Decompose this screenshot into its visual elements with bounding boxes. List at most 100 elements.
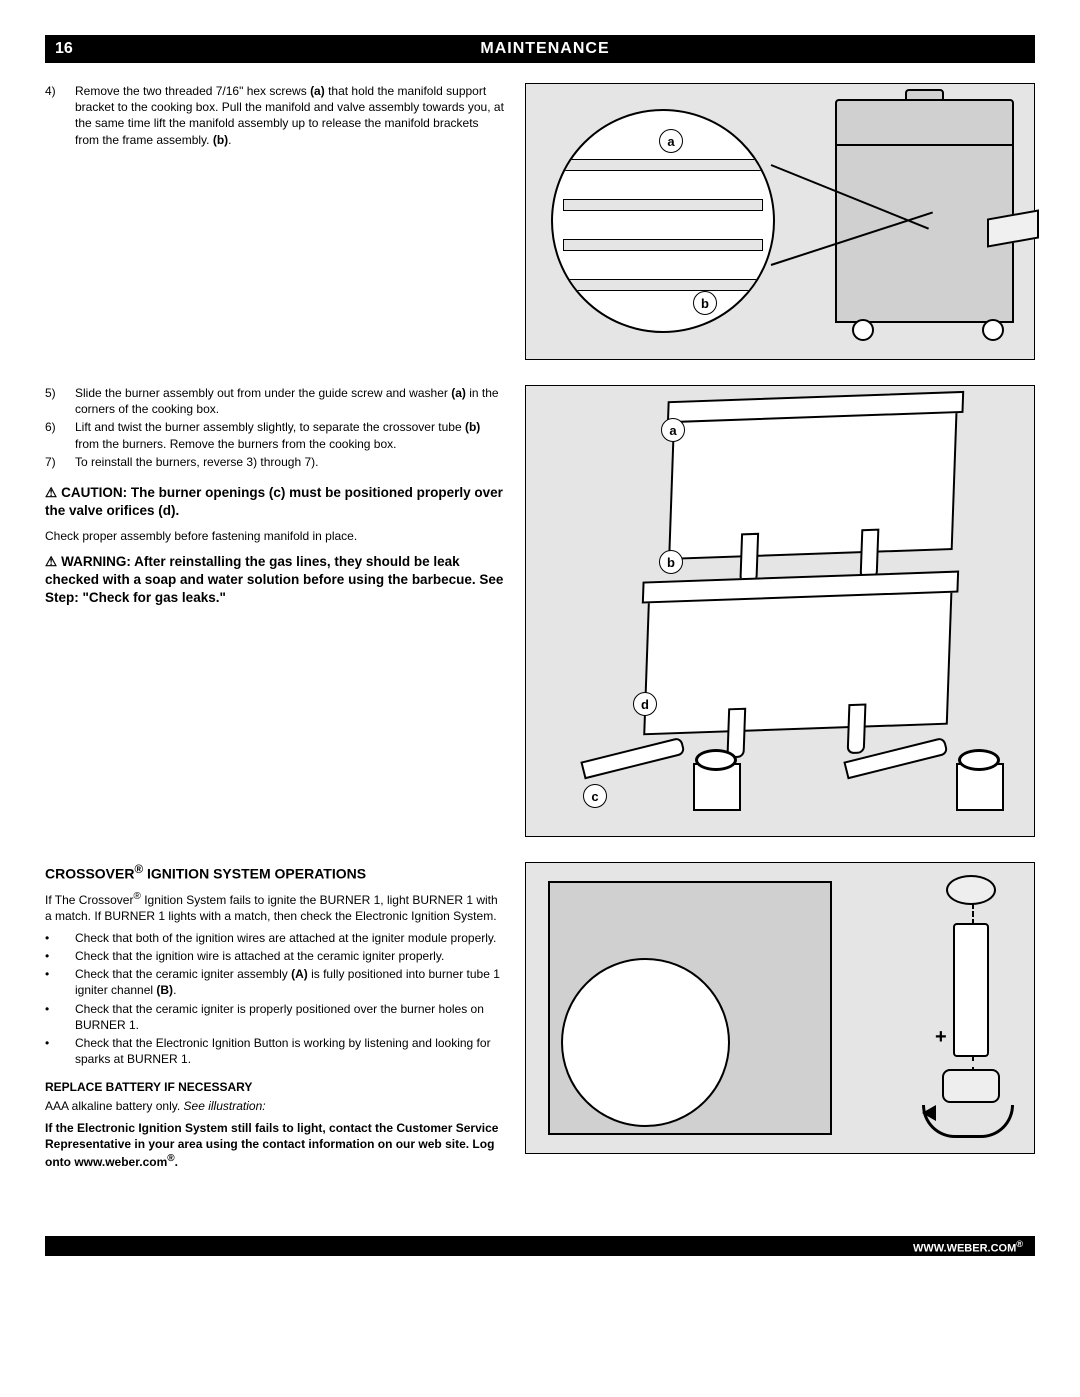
figure-col <box>525 862 1035 1176</box>
t: . <box>175 1155 178 1169</box>
orifice-detail-right <box>844 749 1014 811</box>
cookbox-lower <box>643 581 953 736</box>
burner-bar <box>563 239 763 251</box>
bullet-icon: • <box>45 1035 75 1067</box>
list-item: •Check that both of the ignition wires a… <box>45 930 505 946</box>
bullet-text: Check that the Electronic Ignition Butto… <box>75 1035 505 1067</box>
caster-icon <box>982 319 1004 341</box>
arrow-head-icon <box>922 1105 936 1121</box>
text-col: 5) Slide the burner assembly out from un… <box>45 385 505 837</box>
bullet-text: Check that the ignition wire is attached… <box>75 948 444 964</box>
burner-bar <box>563 199 763 211</box>
zoom-content <box>563 151 763 291</box>
step-num: 7) <box>45 454 75 470</box>
list-item: 5) Slide the burner assembly out from un… <box>45 385 505 417</box>
caster-icon <box>852 319 874 341</box>
t: WWW.WEBER.COM <box>913 1242 1016 1254</box>
callout-b: b <box>693 291 717 315</box>
cookbox-upper <box>668 401 958 560</box>
t: from the burners. Remove the burners fro… <box>75 437 397 451</box>
page-number: 16 <box>45 40 115 58</box>
bullet-list: •Check that both of the ignition wires a… <box>45 930 505 1068</box>
intro-text: If The Crossover® Ignition System fails … <box>45 890 505 924</box>
burner-tube-end <box>580 737 685 780</box>
text-col: 4) Remove the two threaded 7/16" hex scr… <box>45 83 505 360</box>
page: 16 MAINTENANCE 4) Remove the two threade… <box>0 0 1080 1286</box>
burner-tube <box>860 529 880 580</box>
caution-text: CAUTION: The burner openings (c) must be… <box>45 484 505 520</box>
callout-d: d <box>633 692 657 716</box>
battery-icon <box>953 923 989 1057</box>
burner-bar <box>563 279 763 291</box>
burner-tube <box>739 533 759 584</box>
step-text: To reinstall the burners, reverse 3) thr… <box>75 454 318 470</box>
reg-mark: ® <box>1016 1239 1023 1249</box>
burner-tube <box>847 704 867 755</box>
bullet-icon: • <box>45 966 75 998</box>
text-col: CROSSOVER® IGNITION SYSTEM OPERATIONS If… <box>45 862 505 1176</box>
t: Slide the burner assembly out from under… <box>75 386 451 400</box>
b: (a) <box>451 386 466 400</box>
bullet-text: Check that both of the ignition wires ar… <box>75 930 496 946</box>
step-text: Lift and twist the burner assembly sligh… <box>75 419 505 451</box>
battery-text: AAA alkaline battery only. See illustrat… <box>45 1098 505 1114</box>
step-num: 4) <box>45 83 75 148</box>
reg-mark: ® <box>134 863 143 876</box>
figure-burner-assembly: a b c d <box>525 385 1035 837</box>
t: . <box>228 133 231 147</box>
battery-cap-icon <box>946 875 996 905</box>
list-item: 4) Remove the two threaded 7/16" hex scr… <box>45 83 505 148</box>
step-num: 6) <box>45 419 75 451</box>
bullet-text: Check that the ceramic igniter is proper… <box>75 1001 505 1033</box>
orifice-detail-left <box>581 749 751 811</box>
b: (A) <box>291 967 308 981</box>
callout-a: a <box>659 129 683 153</box>
list-item: •Check that the Electronic Ignition Butt… <box>45 1035 505 1067</box>
section-steps5-7: 5) Slide the burner assembly out from un… <box>45 385 1035 837</box>
t: Lift and twist the burner assembly sligh… <box>75 420 465 434</box>
list-item: •Check that the ceramic igniter assembly… <box>45 966 505 998</box>
section-heading: CROSSOVER® IGNITION SYSTEM OPERATIONS <box>45 862 505 884</box>
bullet-icon: • <box>45 930 75 946</box>
t: If the Electronic Ignition System still … <box>45 1121 498 1169</box>
figure-grill-manifold: a b <box>525 83 1035 360</box>
valve-orifice <box>958 749 1000 771</box>
bullet-text: Check that the ceramic igniter assembly … <box>75 966 505 998</box>
motion-line <box>972 903 974 925</box>
callout-a: a <box>661 418 685 442</box>
list-item: 6) Lift and twist the burner assembly sl… <box>45 419 505 451</box>
step-list: 5) Slide the burner assembly out from un… <box>45 385 505 470</box>
t: Check that the ceramic igniter assembly <box>75 967 291 981</box>
reg-mark: ® <box>133 891 140 902</box>
list-item: •Check that the ignition wire is attache… <box>45 948 505 964</box>
header-title: MAINTENANCE <box>115 40 1035 58</box>
step-num: 5) <box>45 385 75 417</box>
bullet-icon: • <box>45 1001 75 1033</box>
t: Remove the two threaded 7/16" hex screws <box>75 84 310 98</box>
callout-b: b <box>659 550 683 574</box>
step-text: Remove the two threaded 7/16" hex screws… <box>75 83 505 148</box>
b: (b) <box>213 133 228 147</box>
footer-bar: WWW.WEBER.COM® <box>45 1236 1035 1256</box>
callout-c: c <box>583 784 607 808</box>
figure-col: a b c d <box>525 385 1035 837</box>
zoom-circle <box>561 958 730 1127</box>
cookbox-rim <box>642 571 959 604</box>
section-step4: 4) Remove the two threaded 7/16" hex scr… <box>45 83 1035 360</box>
warning-text: WARNING: After reinstalling the gas line… <box>45 553 505 608</box>
list-item: •Check that the ceramic igniter is prope… <box>45 1001 505 1033</box>
header-bar: 16 MAINTENANCE <box>45 35 1035 63</box>
footer-url: WWW.WEBER.COM® <box>913 1239 1023 1255</box>
t: CROSSOVER <box>45 866 134 882</box>
bullet-icon: • <box>45 948 75 964</box>
t: . <box>173 983 176 997</box>
figure-battery <box>525 862 1035 1154</box>
section-ignition: CROSSOVER® IGNITION SYSTEM OPERATIONS If… <box>45 862 1035 1176</box>
t: If The Crossover <box>45 893 133 907</box>
list-item: 7) To reinstall the burners, reverse 3) … <box>45 454 505 470</box>
check-text: Check proper assembly before fastening m… <box>45 528 505 544</box>
sub-heading: REPLACE BATTERY IF NECESSARY <box>45 1079 505 1095</box>
closing-text: If the Electronic Ignition System still … <box>45 1120 505 1171</box>
figure-col: a b <box>525 83 1035 360</box>
b: (B) <box>156 983 173 997</box>
